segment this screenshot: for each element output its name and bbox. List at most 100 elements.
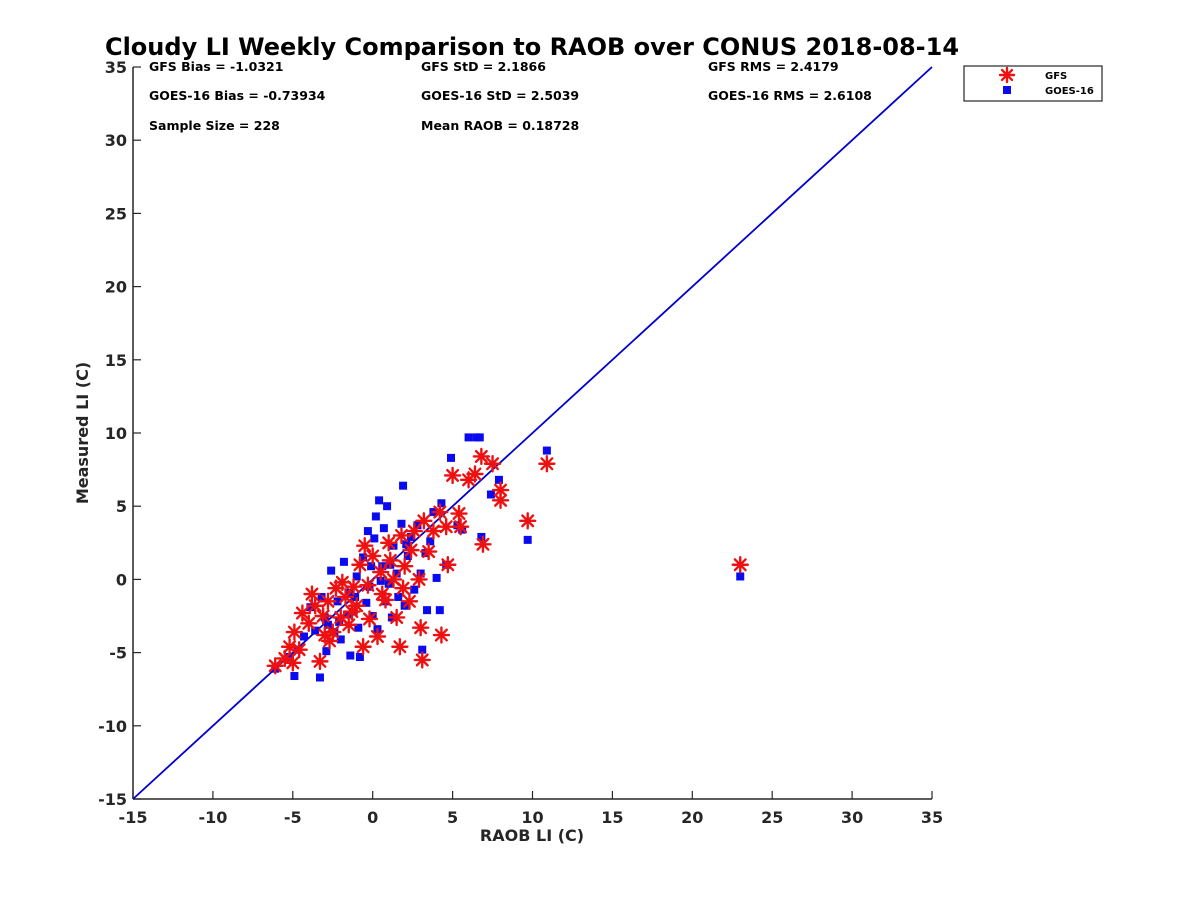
goes-16-point xyxy=(367,562,376,571)
y-tick-label: 30 xyxy=(105,131,127,150)
goes-16-point xyxy=(363,527,372,536)
goes-16-point xyxy=(486,490,495,499)
gfs-point xyxy=(402,541,420,559)
gfs-point xyxy=(368,627,387,646)
goes-16-point xyxy=(370,534,379,543)
goes-16-point xyxy=(299,632,308,641)
goes-16-point xyxy=(378,562,387,571)
stats-annotations: GFS Bias = -1.0321 GFS StD = 2.1866 GFS RM… xyxy=(149,59,872,133)
gfs-point xyxy=(431,503,449,521)
reference-line-group xyxy=(132,66,933,800)
gfs-point xyxy=(303,585,321,603)
gfs-point xyxy=(395,557,414,575)
gfs-point xyxy=(371,563,390,581)
goes-16-point xyxy=(383,502,392,511)
goes-16-point xyxy=(542,446,551,455)
gfs-point xyxy=(384,570,403,589)
goes-16-point xyxy=(435,606,444,615)
goes-16-point xyxy=(447,453,456,462)
series-goes-16 xyxy=(271,433,745,682)
goes-16-point xyxy=(376,576,385,585)
gfs-point xyxy=(437,517,455,536)
gfs-point xyxy=(356,537,374,555)
goes-16-point xyxy=(437,499,446,508)
chart-title: Cloudy LI Weekly Comparison to RAOB over… xyxy=(105,33,959,61)
x-tick-label: 20 xyxy=(681,808,703,827)
gfs-point xyxy=(472,447,491,466)
goes-16-point xyxy=(423,606,432,615)
x-tick-label: 30 xyxy=(841,808,863,827)
legend-label: GOES-16 xyxy=(1045,86,1094,97)
gfs-point xyxy=(394,579,412,597)
gfs-point xyxy=(410,570,428,589)
x-tick-label: 10 xyxy=(521,808,543,827)
goes-16-point xyxy=(327,566,336,575)
goes-16-point xyxy=(413,521,422,530)
goes-16-point xyxy=(399,481,408,490)
goes-16-point xyxy=(371,512,380,521)
gfs-point xyxy=(359,576,377,594)
goes-16-point xyxy=(375,496,384,505)
gfs-point xyxy=(319,592,337,611)
goes-16-point xyxy=(416,569,425,578)
y-tick-label: 25 xyxy=(105,204,127,223)
goes-16-point xyxy=(285,652,294,661)
gfs-point xyxy=(391,638,409,656)
x-tick-label: -5 xyxy=(284,808,302,827)
gfs-point xyxy=(519,512,537,530)
goes-16-point xyxy=(315,673,324,682)
goes-16-point xyxy=(359,553,368,562)
x-tick-label: -10 xyxy=(198,808,227,827)
goes-16-point xyxy=(346,651,355,660)
gfs-point xyxy=(451,517,470,536)
goes-16-point xyxy=(477,532,486,541)
gfs-point xyxy=(491,481,510,499)
y-tick-label: 35 xyxy=(105,58,127,77)
goes-16-point xyxy=(432,573,441,582)
gfs-point xyxy=(419,542,438,561)
gfs-point xyxy=(405,522,423,540)
goes-16-point xyxy=(389,541,398,550)
stat-goes-bias: GOES-16 Bias = -0.73934 xyxy=(149,88,326,103)
goes-16-point xyxy=(397,519,406,528)
x-tick-label: 35 xyxy=(921,808,943,827)
series-gfs xyxy=(266,447,749,675)
legend-goes-16-marker xyxy=(1003,86,1011,94)
goes-16-point xyxy=(736,572,745,581)
goes-16-point xyxy=(410,585,419,594)
goes-16-point xyxy=(311,626,320,635)
goes-16-point xyxy=(323,620,332,629)
goes-16-point xyxy=(352,572,361,581)
y-tick-label: -5 xyxy=(109,644,127,663)
goes-16-point xyxy=(475,433,484,442)
gfs-point xyxy=(443,466,462,485)
goes-16-point xyxy=(394,592,403,601)
goes-16-point xyxy=(494,475,503,484)
gfs-point xyxy=(314,607,332,625)
goes-16-point xyxy=(464,433,473,442)
goes-16-point xyxy=(421,549,430,558)
x-tick-label: 0 xyxy=(367,808,378,827)
gfs-point xyxy=(351,556,369,574)
gfs-point xyxy=(276,649,294,668)
stat-gfs-std: GFS StD = 2.1866 xyxy=(421,59,546,74)
gfs-point xyxy=(364,547,382,565)
goes-16-point xyxy=(336,635,345,644)
stat-sample-size: Sample Size = 228 xyxy=(149,118,280,133)
goes-16-point xyxy=(362,598,371,607)
one-to-one-reference-line xyxy=(132,66,933,800)
data-points xyxy=(266,433,749,682)
gfs-point xyxy=(450,504,468,523)
stat-mean-raob: Mean RAOB = 0.18728 xyxy=(421,118,579,133)
gfs-point xyxy=(392,526,411,545)
gfs-point xyxy=(316,626,334,644)
gfs-point xyxy=(311,652,329,671)
goes-16-point xyxy=(306,603,315,612)
gfs-point xyxy=(439,556,457,574)
gfs-point xyxy=(413,651,431,669)
gfs-point xyxy=(344,578,363,596)
gfs-point xyxy=(343,602,361,621)
gfs-point xyxy=(285,623,304,641)
x-tick-label: 5 xyxy=(447,808,458,827)
y-tick-label: 15 xyxy=(105,351,127,370)
